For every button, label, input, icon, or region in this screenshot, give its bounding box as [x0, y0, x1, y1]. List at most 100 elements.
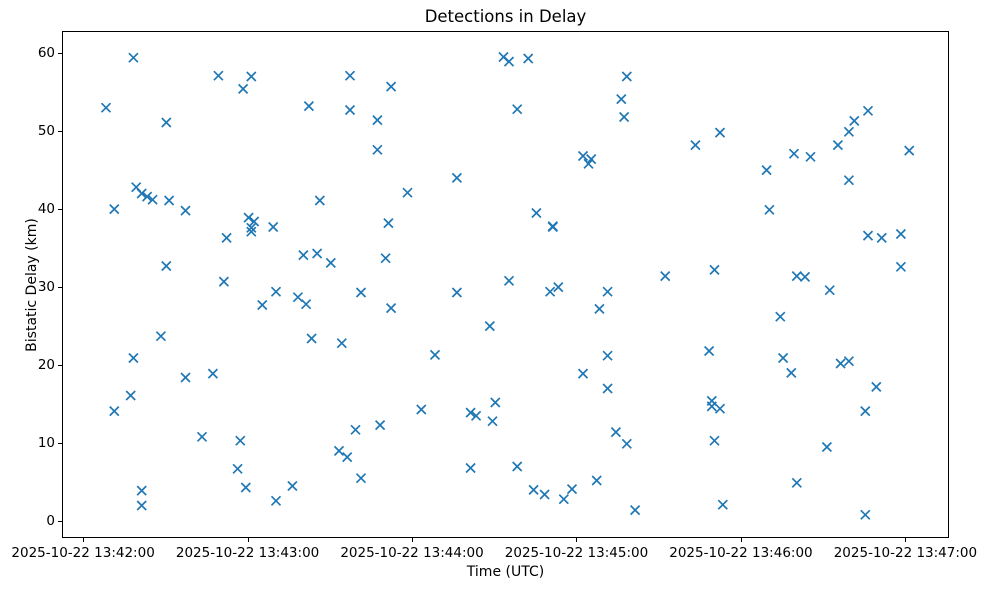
data-point-marker — [344, 104, 356, 116]
data-point-marker — [490, 397, 501, 408]
y-axis-tick — [58, 52, 62, 54]
data-point-marker — [350, 424, 361, 435]
data-point-marker — [690, 139, 701, 151]
data-point-marker — [240, 482, 251, 493]
data-point-marker — [292, 292, 304, 303]
data-point-marker — [325, 257, 336, 269]
data-point-marker — [788, 148, 800, 159]
data-point-marker — [246, 226, 257, 237]
chart-title: Detections in Delay — [424, 7, 587, 26]
data-point-marker — [451, 172, 463, 184]
data-point-marker — [544, 286, 556, 297]
data-point-marker — [136, 188, 147, 199]
data-point-marker — [268, 221, 279, 233]
data-point-marker — [385, 302, 397, 314]
data-point-marker — [314, 195, 325, 206]
data-point-marker — [602, 286, 613, 297]
data-point-marker — [180, 205, 191, 216]
data-point-marker — [311, 248, 323, 259]
y-axis-tick — [58, 130, 62, 132]
data-point-marker — [333, 445, 345, 457]
x-tick-label: 2025-10-22 13:42:00 — [11, 545, 155, 561]
data-point-marker — [660, 270, 671, 282]
y-axis-tick — [58, 364, 62, 366]
data-point-marker — [465, 407, 476, 418]
data-point-marker — [871, 381, 882, 393]
data-point-marker — [257, 299, 268, 311]
plot-area — [62, 31, 949, 538]
data-point-marker — [577, 368, 589, 379]
data-point-marker — [484, 320, 495, 332]
data-point-marker — [147, 194, 158, 205]
data-point-marker — [300, 299, 312, 310]
data-point-marker — [503, 275, 515, 286]
data-point-marker — [714, 127, 726, 138]
x-tick-label: 2025-10-22 13:47:00 — [833, 545, 978, 561]
y-tick-label: 40 — [37, 200, 55, 217]
data-point-marker — [824, 285, 835, 296]
data-point-marker — [539, 489, 550, 500]
data-point-marker — [621, 71, 632, 82]
data-point-marker — [512, 461, 523, 472]
data-point-marker — [416, 404, 427, 415]
data-point-marker — [235, 435, 246, 446]
data-point-marker — [355, 287, 367, 298]
data-point-marker — [523, 53, 534, 64]
data-point-marker — [342, 451, 353, 463]
data-point-marker — [618, 111, 630, 123]
data-point-marker — [843, 175, 855, 186]
data-point-marker — [196, 431, 208, 442]
data-point-marker — [465, 462, 476, 474]
data-point-marker — [895, 261, 907, 272]
data-point-marker — [577, 150, 589, 162]
data-point-marker — [717, 499, 728, 510]
data-point-marker — [221, 232, 232, 244]
y-axis-tick — [58, 208, 62, 210]
data-point-marker — [109, 405, 120, 417]
x-axis-tick — [247, 538, 249, 542]
data-point-marker — [616, 93, 627, 105]
data-point-marker — [155, 331, 167, 342]
data-point-marker — [385, 81, 397, 92]
data-point-marker — [451, 287, 463, 298]
data-point-marker — [372, 114, 383, 126]
data-point-marker — [136, 485, 147, 496]
data-point-marker — [503, 56, 515, 67]
y-axis-tick — [58, 286, 62, 288]
data-point-marker — [706, 401, 717, 412]
data-point-marker — [860, 405, 871, 417]
x-axis-tick — [740, 538, 742, 542]
data-point-marker — [128, 352, 139, 364]
scatter-markers — [100, 51, 915, 520]
data-point-marker — [344, 70, 356, 81]
data-point-marker — [374, 419, 386, 431]
data-point-marker — [163, 195, 175, 206]
data-point-marker — [714, 403, 726, 414]
x-tick-label: 2025-10-22 13:44:00 — [340, 545, 484, 561]
data-point-marker — [835, 358, 846, 369]
data-point-marker — [862, 230, 874, 241]
data-point-marker — [849, 115, 860, 127]
data-point-marker — [336, 338, 347, 349]
data-point-marker — [270, 286, 282, 297]
y-tick-label: 20 — [37, 356, 55, 373]
data-point-marker — [136, 500, 147, 511]
data-point-marker — [237, 83, 249, 95]
data-point-marker — [470, 410, 482, 421]
data-point-marker — [429, 349, 441, 361]
data-point-marker — [100, 102, 112, 113]
data-point-marker — [860, 509, 871, 520]
data-point-marker — [591, 475, 602, 486]
y-tick-label: 10 — [37, 434, 55, 451]
data-point-marker — [207, 368, 219, 379]
y-axis-tick — [58, 442, 62, 444]
data-point-marker — [602, 350, 613, 361]
data-point-marker — [777, 352, 789, 364]
data-point-marker — [876, 232, 887, 244]
data-point-marker — [180, 372, 191, 383]
data-point-marker — [764, 204, 775, 215]
x-tick-label: 2025-10-22 13:46:00 — [669, 545, 813, 561]
data-point-marker — [791, 270, 802, 282]
data-point-marker — [862, 105, 874, 116]
